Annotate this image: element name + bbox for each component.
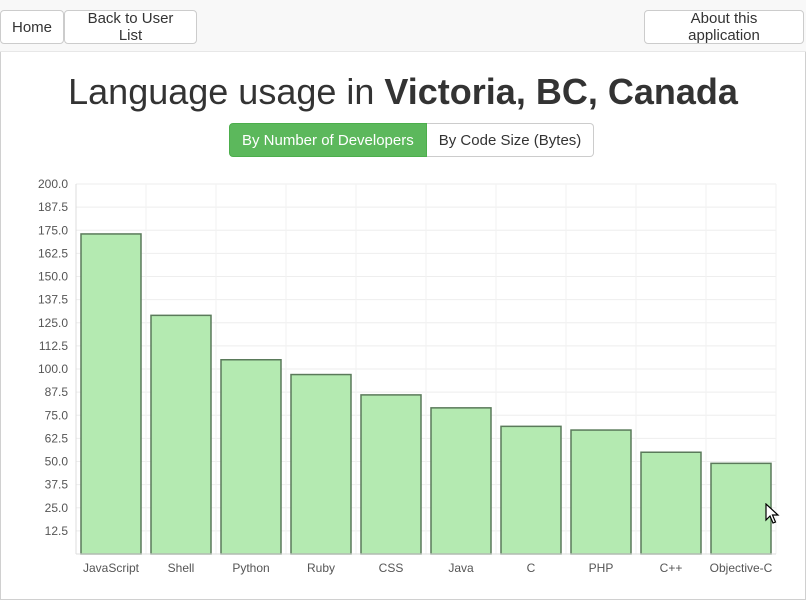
- bar-python[interactable]: [220, 359, 282, 555]
- x-tick-label: Shell: [168, 561, 195, 575]
- title-location: Victoria, BC, Canada: [384, 71, 738, 112]
- y-tick-label: 112.5: [39, 339, 68, 353]
- mouse-cursor-icon: [765, 503, 780, 524]
- y-tick-label: 37.5: [45, 478, 69, 492]
- y-tick-label: 25.0: [45, 501, 69, 515]
- bar-ruby[interactable]: [290, 373, 352, 555]
- y-tick-label: 50.0: [45, 455, 69, 469]
- y-tick-label: 62.5: [45, 431, 69, 445]
- y-axis: 200.0 187.5 175.0 162.5 150.0 137.5 125.0 112.5…: [38, 177, 77, 554]
- bar-c-[interactable]: [640, 451, 702, 555]
- home-button[interactable]: Home: [0, 10, 64, 44]
- y-tick-label: 162.5: [38, 246, 68, 260]
- y-tick-label: 175.0: [38, 223, 68, 237]
- bar-php[interactable]: [570, 429, 632, 555]
- chart-bars: [80, 233, 772, 555]
- x-tick-label: C++: [660, 561, 683, 575]
- x-tick-label: PHP: [589, 561, 614, 575]
- y-tick-label: 75.0: [45, 408, 69, 422]
- x-tick-label: Ruby: [307, 561, 335, 575]
- bar-chart: 200.0 187.5 175.0 162.5 150.0 137.5 125.0 112.5…: [38, 177, 777, 575]
- metric-toggle: By Number of Developers By Code Size (By…: [229, 123, 595, 157]
- bar-java[interactable]: [430, 407, 492, 555]
- x-tick-label: Java: [448, 561, 474, 575]
- about-button[interactable]: About this application: [644, 10, 804, 44]
- navbar: Home Back to User List About this applic…: [0, 0, 806, 52]
- title-prefix: Language usage in: [68, 71, 385, 112]
- y-tick-label: 150.0: [38, 270, 68, 284]
- y-tick-label: 200.0: [38, 177, 68, 191]
- x-axis: JavaScript Shell Python Ruby CSS Java C PHP C++ O…: [76, 553, 776, 575]
- bar-shell[interactable]: [150, 314, 212, 555]
- x-tick-label: Objective-C: [710, 561, 773, 575]
- x-tick-label: Python: [232, 561, 269, 575]
- by-code-size-button[interactable]: By Code Size (Bytes): [426, 123, 595, 157]
- x-tick-label: CSS: [379, 561, 404, 575]
- y-tick-label: 125.0: [38, 316, 68, 330]
- y-tick-label: 137.5: [38, 293, 68, 307]
- by-developers-button[interactable]: By Number of Developers: [229, 123, 427, 157]
- bar-objective-c[interactable]: [710, 462, 772, 555]
- page-title: Language usage in Victoria, BC, Canada: [0, 70, 806, 114]
- bar-c[interactable]: [500, 425, 562, 555]
- x-tick-label: JavaScript: [83, 561, 140, 575]
- y-tick-label: 100.0: [38, 362, 68, 376]
- back-to-user-list-button[interactable]: Back to User List: [64, 10, 197, 44]
- bar-css[interactable]: [360, 394, 422, 555]
- y-tick-label: 87.5: [45, 385, 69, 399]
- y-tick-label: 12.5: [45, 524, 69, 538]
- y-tick-label: 187.5: [38, 200, 68, 214]
- bar-javascript[interactable]: [80, 233, 142, 555]
- x-tick-label: C: [527, 561, 536, 575]
